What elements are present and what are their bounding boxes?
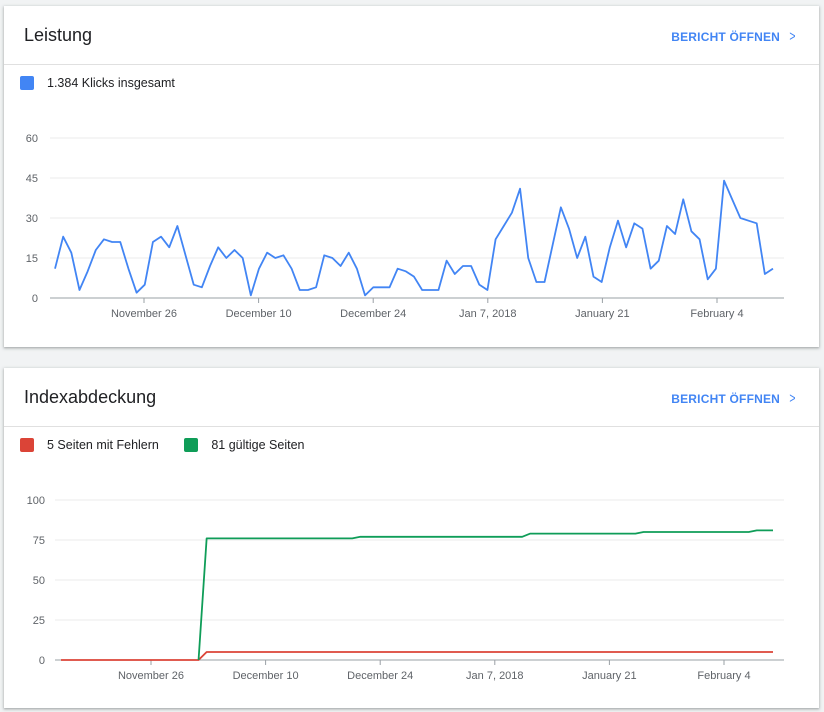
index-coverage-card: Indexabdeckung BERICHT ÖFFNEN > 5 Seiten … — [4, 368, 819, 708]
chevron-right-icon: > — [789, 390, 796, 407]
performance-chart: 0 15 30 45 60 November 26 December 10 December … — [26, 133, 784, 320]
legend-item-errors[interactable]: 5 Seiten mit Fehlern — [20, 438, 159, 452]
performance-card: Leistung BERICHT ÖFFNEN > 1.384 Klicks in… — [4, 6, 819, 347]
index-coverage-chart: 0 25 50 75 100 November 26 December 10 December… — [27, 495, 784, 682]
x-tick-label: November 26 — [118, 670, 184, 682]
index-coverage-legend: 5 Seiten mit Fehlern 81 gültige Seiten — [20, 438, 326, 455]
open-index-coverage-report-label: BERICHT ÖFFNEN — [671, 392, 781, 406]
y-tick-label: 0 — [39, 655, 45, 667]
series-line-0 — [61, 651, 773, 661]
legend-swatch-errors — [20, 438, 34, 452]
performance-card-header: Leistung BERICHT ÖFFNEN > — [4, 6, 819, 65]
x-tick-label: December 24 — [347, 670, 413, 682]
y-tick-label: 100 — [27, 495, 45, 507]
series-line-0 — [54, 179, 774, 297]
x-tick-label: December 24 — [340, 308, 406, 320]
performance-title: Leistung — [24, 25, 93, 45]
x-tick-label: January 21 — [575, 308, 629, 320]
x-tick-label: Jan 7, 2018 — [459, 308, 517, 320]
open-index-coverage-report-link[interactable]: BERICHT ÖFFNEN > — [671, 390, 797, 407]
open-performance-report-label: BERICHT ÖFFNEN — [671, 30, 781, 44]
legend-item-clicks[interactable]: 1.384 Klicks insgesamt — [20, 76, 175, 90]
x-tick-label: December 10 — [233, 670, 299, 682]
open-performance-report-link[interactable]: BERICHT ÖFFNEN > — [671, 28, 797, 45]
index-coverage-card-header: Indexabdeckung BERICHT ÖFFNEN > — [4, 368, 819, 427]
y-tick-label: 30 — [26, 213, 38, 225]
y-tick-label: 25 — [33, 615, 45, 627]
x-tick-label: Jan 7, 2018 — [466, 670, 524, 682]
y-tick-label: 50 — [33, 575, 45, 587]
y-tick-label: 0 — [32, 293, 38, 305]
x-tick-label: February 4 — [697, 670, 750, 682]
y-tick-label: 75 — [33, 535, 45, 547]
x-tick-label: December 10 — [226, 308, 292, 320]
legend-label-valid: 81 gültige Seiten — [211, 438, 305, 452]
y-tick-label: 60 — [26, 133, 38, 145]
legend-item-valid[interactable]: 81 gültige Seiten — [184, 438, 304, 452]
legend-label-errors: 5 Seiten mit Fehlern — [47, 438, 159, 452]
x-tick-label: November 26 — [111, 308, 177, 320]
legend-label-clicks: 1.384 Klicks insgesamt — [47, 76, 175, 90]
x-tick-label: January 21 — [582, 670, 636, 682]
index-coverage-title: Indexabdeckung — [24, 387, 157, 407]
legend-swatch-clicks — [20, 76, 34, 90]
performance-legend: 1.384 Klicks insgesamt — [20, 76, 197, 93]
y-tick-label: 45 — [26, 173, 38, 185]
x-tick-label: February 4 — [690, 308, 743, 320]
legend-swatch-valid — [184, 438, 199, 452]
series-line-1 — [197, 529, 773, 661]
chevron-right-icon: > — [789, 28, 796, 45]
y-tick-label: 15 — [26, 253, 38, 265]
